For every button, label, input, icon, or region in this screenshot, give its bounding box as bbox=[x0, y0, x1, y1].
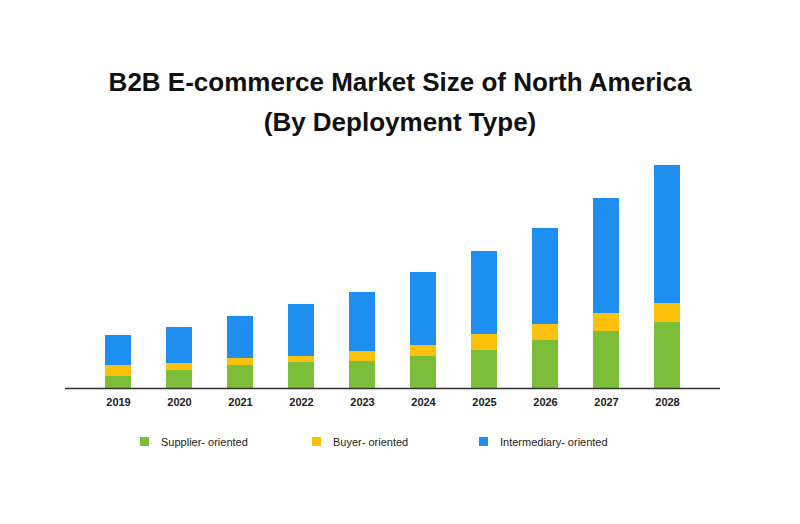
html-text:B2B E-commerce Market Size of: B2B E-commerce Market Size of North Amer… bbox=[108, 67, 692, 97]
svg-text:2027: 2027 bbox=[594, 396, 618, 408]
svg-text:2024: 2024 bbox=[411, 396, 436, 408]
svg-text:2021: 2021 bbox=[228, 396, 252, 408]
svg-text:2028: 2028 bbox=[655, 396, 679, 408]
html-text:Intermediary- oriented: Intermediary- oriented bbox=[500, 435, 608, 448]
svg-text:2026: 2026 bbox=[533, 396, 557, 408]
html-text:Buyer- oriented: Buyer- oriented bbox=[333, 435, 409, 448]
svg-text:2023: 2023 bbox=[350, 396, 374, 408]
svg-text:2022: 2022 bbox=[289, 396, 313, 408]
html-text:Supplier- oriented: Supplier- oriented bbox=[161, 435, 248, 448]
svg-text:2025: 2025 bbox=[472, 396, 496, 408]
svg-text:2019: 2019 bbox=[106, 396, 130, 408]
html-text:(By Deployment Type): (By Deployment Type) bbox=[263, 107, 537, 137]
svg-text:2020: 2020 bbox=[167, 396, 191, 408]
